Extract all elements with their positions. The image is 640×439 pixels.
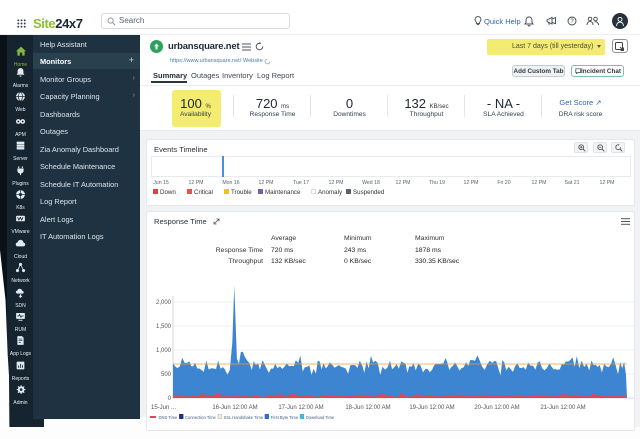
svg-text:1,000: 1,000 (156, 348, 172, 354)
svg-text:17-Jun 12:00 AM: 17-Jun 12:00 AM (278, 405, 323, 411)
svg-text:18-Jun 12:00 AM: 18-Jun 12:00 AM (345, 405, 390, 411)
svg-text:21-Jun 12:00 AM: 21-Jun 12:00 AM (540, 405, 585, 411)
svg-text:15-Jun ...: 15-Jun ... (151, 405, 176, 411)
svg-text:16-Jun 12:00 AM: 16-Jun 12:00 AM (212, 405, 257, 411)
svg-text:2,000: 2,000 (156, 300, 172, 306)
svg-text:1,500: 1,500 (156, 324, 172, 330)
svg-text:?: ? (570, 19, 574, 25)
svg-text:0: 0 (168, 396, 172, 402)
svg-text:20-Jun 12:00 AM: 20-Jun 12:00 AM (474, 405, 519, 411)
svg-text:500: 500 (161, 372, 172, 378)
svg-text:19-Jun 12:00 AM: 19-Jun 12:00 AM (409, 405, 454, 411)
